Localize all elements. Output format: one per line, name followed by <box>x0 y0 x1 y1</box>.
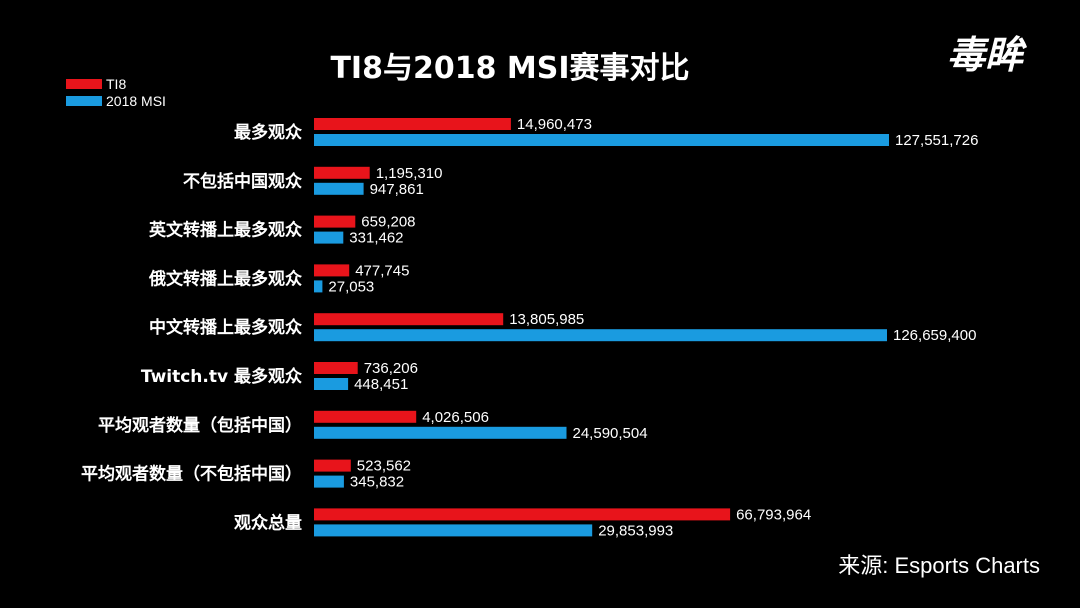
data-label: 126,659,400 <box>893 327 976 344</box>
data-label: 4,026,506 <box>422 409 489 426</box>
category-label: 中文转播上最多观众 <box>149 317 303 338</box>
source-note: 来源: Esports Charts <box>838 553 1040 578</box>
category-label: 平均观者数量（包括中国） <box>98 415 302 436</box>
bar-ti8 <box>314 508 731 521</box>
category-label: Twitch.tv 最多观众 <box>141 366 303 387</box>
bar-ti8 <box>314 362 358 374</box>
bar-msi <box>314 475 344 488</box>
data-label: 29,853,993 <box>598 522 673 539</box>
chart-title: TI8与2018 MSI赛事对比 <box>330 51 689 86</box>
data-label: 13,805,985 <box>509 311 584 328</box>
category-label: 英文转播上最多观众 <box>149 220 303 241</box>
bar-msi <box>314 182 364 195</box>
category-label: 平均观者数量（不包括中国） <box>81 464 302 485</box>
bar-msi <box>314 426 567 439</box>
data-label: 523,562 <box>357 458 411 475</box>
data-label: 947,861 <box>370 181 424 198</box>
legend-label-2: 2018 MSI <box>106 93 166 109</box>
data-label: 477,745 <box>355 262 409 279</box>
data-label: 1,195,310 <box>376 165 443 182</box>
bars-group: 最多观众 14,960,473 127,551,726 不包括中国观众 1,195,31… <box>81 116 978 539</box>
bar-msi <box>314 378 349 390</box>
bar-ti8 <box>314 313 504 326</box>
bar-ti8 <box>314 166 370 179</box>
data-label: 331,462 <box>349 230 403 247</box>
data-label: 27,053 <box>328 278 374 295</box>
category-label: 观众总量 <box>233 512 302 533</box>
brand-logo: 毒眸 <box>947 33 1027 77</box>
data-label: 345,832 <box>350 474 404 491</box>
category-label: 不包括中国观众 <box>183 171 303 192</box>
data-label: 24,590,504 <box>573 425 648 442</box>
bar-msi <box>314 329 887 342</box>
category-label: 俄文转播上最多观众 <box>148 268 303 289</box>
bar-ti8 <box>314 264 350 277</box>
legend-swatch-2 <box>66 96 102 106</box>
bar-ti8 <box>314 215 356 228</box>
bar-msi <box>314 134 889 146</box>
data-label: 736,206 <box>364 360 418 377</box>
bar-msi <box>314 231 344 244</box>
legend-swatch-1 <box>66 79 102 89</box>
bar-msi <box>314 524 593 537</box>
legend-label-1: TI8 <box>106 76 126 92</box>
category-label: 最多观众 <box>234 122 303 143</box>
data-label: 659,208 <box>361 214 415 231</box>
bar-ti8 <box>314 118 511 130</box>
data-label: 14,960,473 <box>517 116 592 133</box>
data-label: 448,451 <box>354 376 408 393</box>
bar-ti8 <box>314 459 351 472</box>
data-label: 127,551,726 <box>895 132 978 149</box>
bar-msi <box>314 280 323 293</box>
data-label: 66,793,964 <box>736 506 811 523</box>
bar-ti8 <box>314 410 417 423</box>
